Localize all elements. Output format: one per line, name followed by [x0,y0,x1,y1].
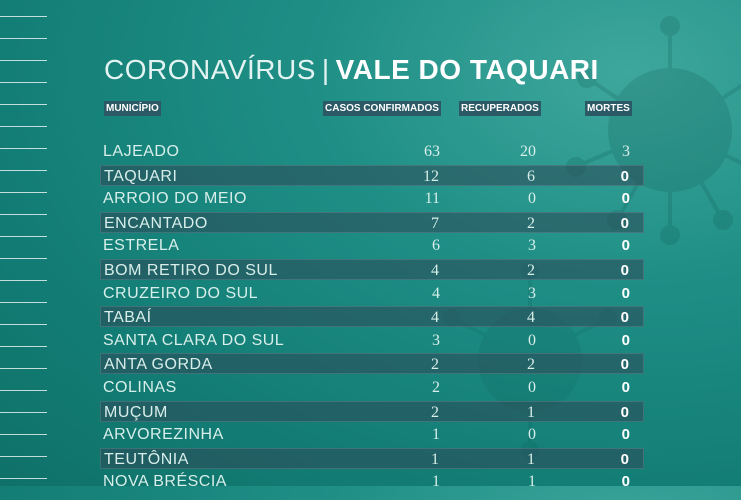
mortes-cell: 0 [620,356,629,373]
municipio-cell: SANTA CLARA DO SUL [103,332,285,349]
mortes-cell: 0 [620,215,629,232]
mortes-cell: 0 [620,168,629,185]
recuperados-cell: 0 [528,426,536,443]
table-row: SANTA CLARA DO SUL 3 0 0 [100,330,644,351]
decorative-ruled-lines [0,0,48,486]
table-row: CRUZEIRO DO SUL 4 3 0 [100,283,644,304]
title-separator: | [321,54,330,85]
table-row: TABAÍ 4 4 0 [100,306,644,327]
table-row: BOM RETIRO DO SUL 4 2 0 [100,259,644,280]
municipio-cell: TAQUARI [104,168,178,185]
casos-cell: 2 [431,356,439,373]
mortes-cell: 0 [620,404,629,421]
recuperados-cell: 1 [527,451,535,468]
recuperados-cell: 4 [527,309,535,326]
table-row: MUÇUM 2 1 0 [100,401,644,422]
column-header-recuperados: RECUPERADOS [459,101,541,116]
recuperados-cell: 0 [528,190,536,207]
municipio-cell: CRUZEIRO DO SUL [103,285,259,302]
municipio-cell: ANTA GORDA [104,356,213,373]
casos-cell: 4 [432,285,440,302]
casos-cell: 4 [431,262,439,279]
table-row: TAQUARI 12 6 0 [100,165,644,186]
mortes-cell: 0 [621,190,630,207]
municipio-cell: NOVA BRÉSCIA [103,473,227,490]
table-row: ARROIO DO MEIO 11 0 0 [100,188,644,209]
recuperados-cell: 3 [528,285,536,302]
mortes-cell: 0 [621,285,630,302]
table-row: NOVA BRÉSCIA 1 1 0 [100,471,644,492]
municipio-cell: ARVOREZINHA [103,426,224,443]
mortes-cell: 0 [620,262,629,279]
table-row: TEUTÔNIA 1 1 0 [100,448,644,469]
casos-cell: 2 [431,404,439,421]
casos-cell: 7 [431,215,439,232]
casos-cell: 63 [424,143,440,160]
column-header-casos: CASOS CONFIRMADOS [323,101,441,116]
mortes-cell: 0 [621,426,630,443]
mortes-cell: 3 [622,143,630,160]
casos-cell: 11 [424,190,440,207]
table-row: ENCANTADO 7 2 0 [100,212,644,233]
municipio-cell: MUÇUM [104,404,168,421]
municipio-cell: BOM RETIRO DO SUL [104,262,278,279]
municipio-cell: ENCANTADO [104,215,208,232]
table-row: ANTA GORDA 2 2 0 [100,353,644,374]
casos-cell: 1 [432,426,440,443]
mortes-cell: 0 [620,309,629,326]
recuperados-cell: 0 [528,379,536,396]
casos-cell: 4 [431,309,439,326]
municipio-cell: TEUTÔNIA [104,451,189,468]
municipio-cell: TABAÍ [104,309,152,326]
page-title: CORONAVÍRUS | VALE DO TAQUARI [104,54,599,86]
recuperados-cell: 1 [527,404,535,421]
column-header-mortes: MORTES [585,101,632,116]
table-row: COLINAS 2 0 0 [100,377,644,398]
casos-cell: 12 [423,168,439,185]
municipio-cell: ARROIO DO MEIO [103,190,247,207]
casos-cell: 6 [432,237,440,254]
recuperados-cell: 6 [527,168,535,185]
municipio-cell: COLINAS [103,379,177,396]
recuperados-cell: 2 [527,356,535,373]
casos-cell: 1 [431,451,439,468]
column-header-municipio: MUNICÍPIO [104,101,161,116]
recuperados-cell: 2 [527,262,535,279]
mortes-cell: 0 [621,237,630,254]
recuperados-cell: 1 [528,473,536,490]
title-prefix: CORONAVÍRUS [104,54,316,85]
mortes-cell: 0 [620,451,629,468]
casos-cell: 3 [432,332,440,349]
table-row: ARVOREZINHA 1 0 0 [100,424,644,445]
title-region: VALE DO TAQUARI [335,54,599,85]
recuperados-cell: 2 [527,215,535,232]
casos-cell: 1 [432,473,440,490]
table-row: LAJEADO 63 20 3 [100,141,644,162]
recuperados-cell: 3 [528,237,536,254]
municipio-cell: LAJEADO [103,143,180,160]
casos-cell: 2 [432,379,440,396]
municipio-cell: ESTRELA [103,237,180,254]
mortes-cell: 0 [621,332,630,349]
table-row: ESTRELA 6 3 0 [100,235,644,256]
mortes-cell: 0 [621,379,630,396]
recuperados-cell: 20 [520,143,536,160]
mortes-cell: 0 [621,473,630,490]
recuperados-cell: 0 [528,332,536,349]
